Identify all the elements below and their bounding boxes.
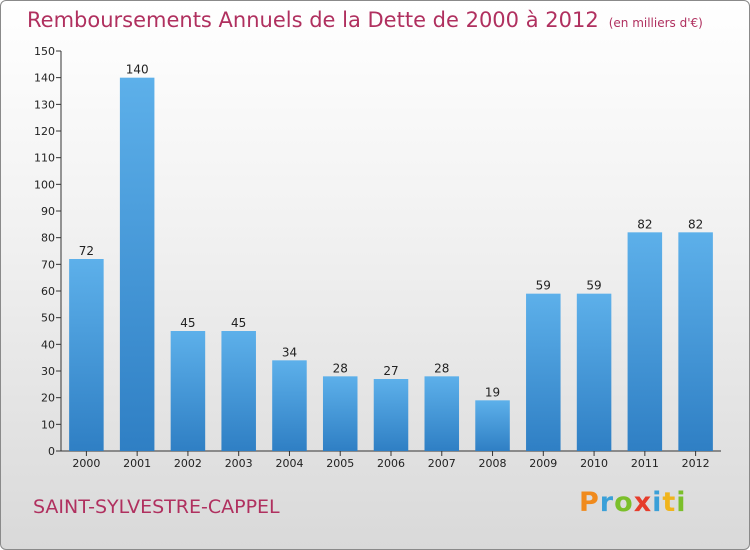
bar-2005 [322,376,358,451]
y-tick-label: 20 [41,392,55,405]
x-tick-label: 2002 [174,457,202,470]
bar-value-label: 59 [586,279,601,293]
x-tick-label: 2004 [275,457,303,470]
bar-value-label: 82 [637,217,652,231]
y-tick-label: 140 [34,72,55,85]
bar-2010 [576,293,612,451]
logo-letter: t [662,487,677,518]
y-tick-label: 100 [34,178,55,191]
chart-title-main: Remboursements Annuels de la Dette de 20… [27,8,599,32]
x-tick-label: 2012 [682,457,710,470]
logo-letter: P [579,487,600,518]
y-tick-label: 30 [41,365,55,378]
bar-value-label: 45 [231,316,246,330]
y-tick-label: 70 [41,258,55,271]
x-tick-label: 2001 [123,457,151,470]
x-tick-label: 2003 [225,457,253,470]
bar-2007 [424,376,460,451]
logo-letter: i [652,487,663,518]
y-tick-label: 110 [34,152,55,165]
x-tick-label: 2011 [631,457,659,470]
x-axis: 2000 2001 2002 2003 2004 2005 2006 2007 2008 2009… [61,450,721,470]
logo-letter: x [633,487,653,518]
city-name: SAINT-SYLVESTRE-CAPPEL [33,496,280,518]
y-tick-label: 0 [48,445,55,458]
y-tick-label: 50 [41,312,55,325]
y-tick-label: 90 [41,205,55,218]
bar-2011 [627,232,663,451]
bar-value-label: 28 [333,361,348,375]
x-tick-label: 2007 [428,457,456,470]
bar-value-label: 140 [126,63,149,77]
bars: 72 140 45 45 34 28 27 28 19 59 59 82 82 [69,63,713,452]
y-tick-label: 60 [41,285,55,298]
y-tick-label: 80 [41,232,55,245]
bar-value-label: 28 [434,361,449,375]
y-axis: 0 10 20 30 40 50 60 70 80 90 100 110 120 130 140 150 [34,45,62,458]
x-tick-label: 2008 [479,457,507,470]
x-tick-label: 2010 [580,457,608,470]
bar-2004 [272,360,307,451]
y-tick-label: 150 [34,45,55,58]
bar-value-label: 19 [485,385,500,399]
logo-letter: i [676,487,687,518]
bar-2000 [69,259,104,451]
bar-2012 [678,232,713,451]
bar-value-label: 34 [282,345,297,359]
bar-2002 [170,331,206,451]
y-tick-label: 130 [34,98,55,111]
bar-value-label: 72 [79,244,94,258]
x-tick-label: 2005 [326,457,354,470]
y-tick-label: 40 [41,338,55,351]
x-tick-label: 2006 [377,457,405,470]
bar-2006 [373,379,409,451]
bar-2008 [475,400,510,451]
logo-letter: o [614,487,634,518]
bar-value-label: 82 [688,217,703,231]
x-tick-label: 2009 [529,457,557,470]
chart-title: Remboursements Annuels de la Dette de 20… [27,8,703,32]
bar-value-label: 27 [383,364,398,378]
y-tick-label: 120 [34,125,55,138]
x-tick-label: 2000 [72,457,100,470]
proxiti-logo: Proxiti [579,487,687,518]
y-tick-label: 10 [41,418,55,431]
bar-2001 [119,77,155,452]
chart-unit-note: (en milliers d'€) [608,16,703,30]
bar-2009 [526,293,561,451]
bar-value-label: 45 [180,316,195,330]
bar-value-label: 59 [536,279,551,293]
logo-letter: r [599,487,615,518]
bar-2003 [221,331,256,451]
